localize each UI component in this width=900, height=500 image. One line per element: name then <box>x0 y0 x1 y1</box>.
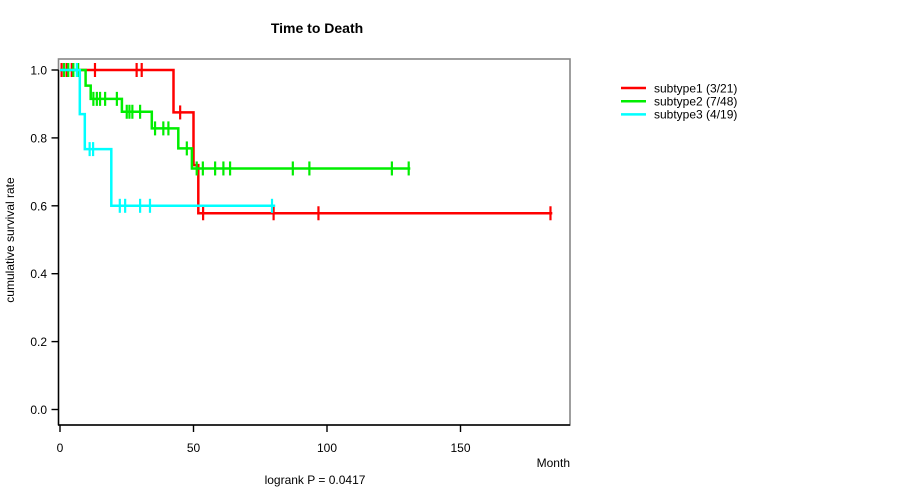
survival-curve-2 <box>60 68 411 170</box>
x-tick-label: 0 <box>57 441 64 455</box>
x-tick-label: 150 <box>450 441 470 455</box>
y-tick-label: 1.0 <box>30 64 47 78</box>
legend-label: subtype3 (4/19) <box>654 108 737 122</box>
y-tick-label: 0.0 <box>30 403 47 417</box>
logrank-annotation: logrank P = 0.0417 <box>265 473 366 487</box>
legend-label: subtype1 (3/21) <box>654 81 737 95</box>
y-tick-label: 0.8 <box>30 131 47 145</box>
y-tick-label: 0.4 <box>30 267 47 281</box>
y-axis-label: cumulative survival rate <box>3 177 17 303</box>
legend-label: subtype2 (7/48) <box>654 95 737 109</box>
x-tick-label: 100 <box>317 441 337 455</box>
chart-title: Time to Death <box>271 20 363 36</box>
y-tick-label: 0.2 <box>30 335 47 349</box>
x-tick-label: 50 <box>187 441 201 455</box>
axes-layer: 0 50 100 150 0.0 0.2 0.4 0.6 0.8 1.0 <box>30 64 471 456</box>
survival-curve-1 <box>60 68 553 215</box>
x-axis-label: Month <box>537 456 570 470</box>
plot-frame <box>57 58 571 426</box>
curves-layer <box>60 63 553 221</box>
y-tick-label: 0.6 <box>30 199 47 213</box>
survival-curve-3 <box>60 68 276 208</box>
legend: subtype1 (3/21)subtype2 (7/48)subtype3 (… <box>621 81 737 122</box>
